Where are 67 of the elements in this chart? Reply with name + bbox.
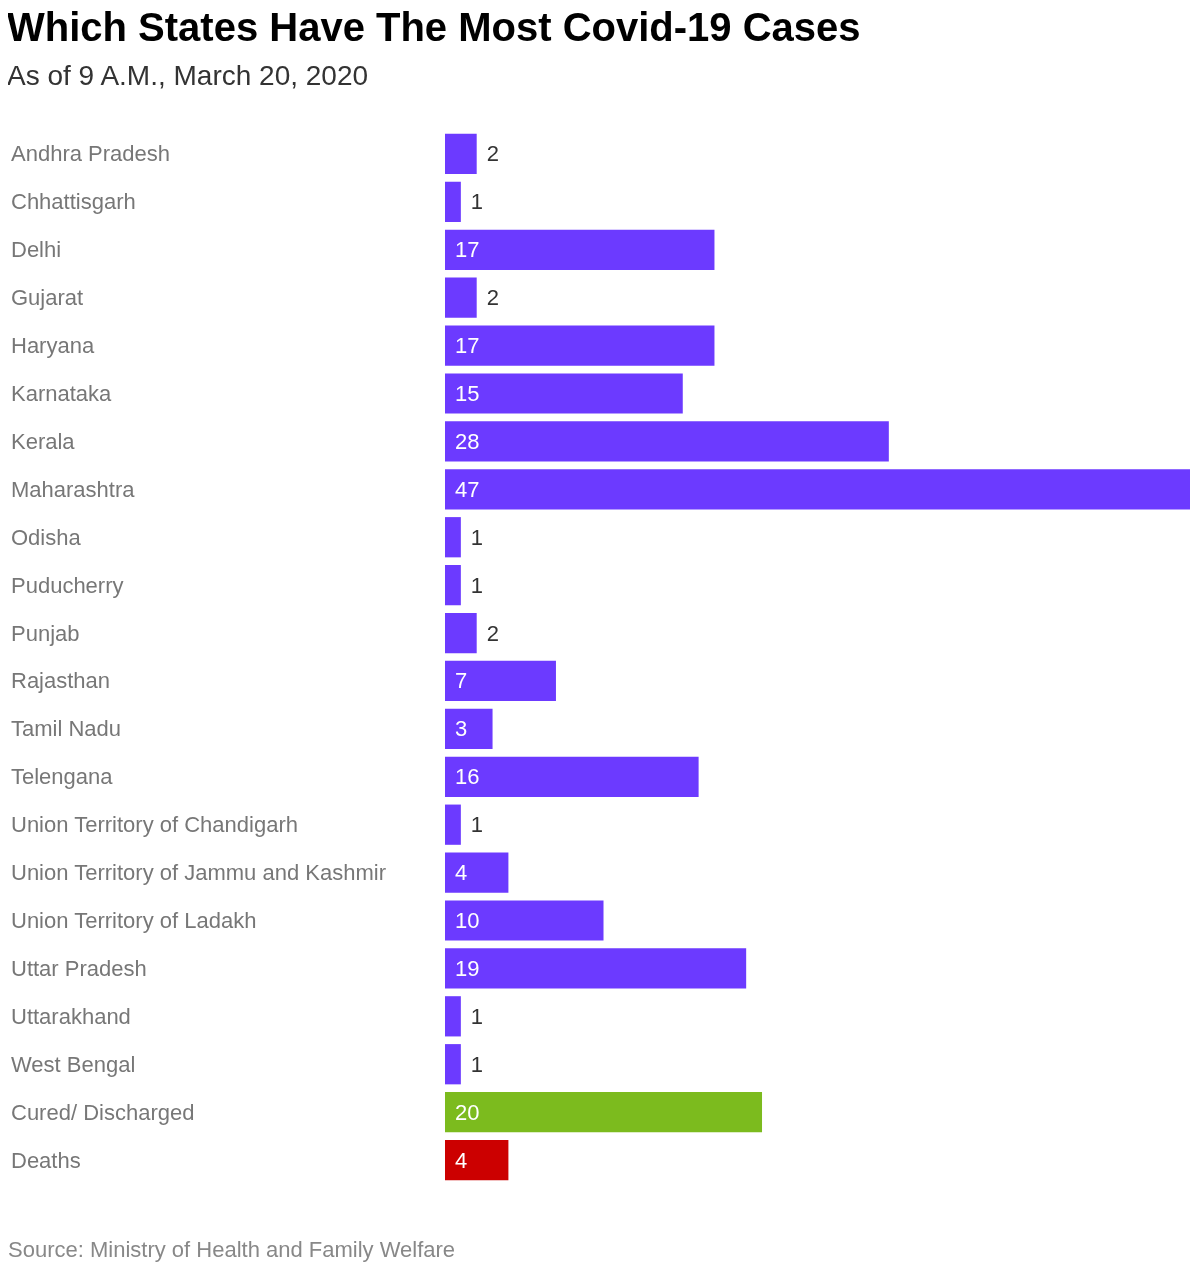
data-label: 2 — [486, 620, 499, 646]
data-label: 2 — [486, 141, 499, 167]
y-tick-label: Rajasthan — [11, 668, 111, 694]
y-tick-label: Deaths — [11, 1147, 81, 1173]
y-tick-label: Andhra Pradesh — [11, 141, 170, 167]
y-tick-label: Delhi — [11, 237, 62, 263]
y-tick-label: Tamil Nadu — [11, 716, 122, 742]
y-tick-label: Gujarat — [11, 285, 84, 311]
data-label: 15 — [455, 381, 480, 406]
data-label: 2 — [486, 285, 499, 311]
y-tick-label: Uttarakhand — [11, 1003, 131, 1029]
data-label: 1 — [470, 189, 484, 215]
data-label: 10 — [455, 908, 480, 933]
data-label: 17 — [455, 237, 480, 263]
y-tick-label: Odisha — [11, 524, 82, 550]
data-label: 4 — [455, 1147, 468, 1173]
bar — [445, 612, 477, 654]
bar — [445, 181, 461, 222]
y-tick-label: Karnataka — [11, 381, 113, 406]
bar — [445, 948, 747, 989]
data-label: 1 — [470, 572, 484, 598]
source-note: Source: Ministry of Health and Family Welfare — [8, 1236, 456, 1262]
bar — [445, 421, 889, 462]
bar — [445, 469, 1190, 510]
data-label: 28 — [455, 428, 480, 454]
y-tick-label: Maharashtra — [11, 476, 136, 502]
data-label: 20 — [455, 1099, 480, 1125]
data-label: 1 — [470, 1051, 484, 1077]
data-label: 7 — [455, 668, 468, 694]
y-tick-label: West Bengal — [11, 1051, 136, 1077]
bar — [445, 325, 715, 366]
bar — [445, 660, 556, 702]
bar — [445, 756, 699, 797]
bar — [445, 133, 477, 175]
y-tick-label: Punjab — [11, 620, 80, 646]
bar — [445, 996, 461, 1037]
y-tick-label: Kerala — [11, 428, 76, 454]
bar — [445, 373, 683, 414]
data-label: 3 — [455, 716, 468, 742]
bar — [445, 1092, 763, 1133]
bar — [445, 708, 493, 749]
y-tick-label: Union Territory of Chandigarh — [11, 812, 298, 838]
data-label: 4 — [455, 860, 468, 886]
bar — [445, 277, 477, 318]
y-tick-label: Telengana — [11, 764, 114, 790]
y-tick-label: Puducherry — [11, 572, 124, 598]
bar — [445, 1139, 509, 1181]
data-label: 47 — [455, 476, 480, 502]
data-label: 1 — [470, 1003, 484, 1029]
y-tick-label: Uttar Pradesh — [11, 955, 147, 981]
data-label: 17 — [455, 333, 480, 359]
bar — [445, 804, 461, 845]
y-tick-label: Chhattisgarh — [11, 189, 136, 215]
bar — [445, 900, 604, 941]
bar — [445, 229, 715, 270]
data-label: 16 — [455, 764, 480, 790]
bar — [445, 852, 509, 893]
y-tick-label: Union Territory of Jammu and Kashmir — [11, 860, 386, 886]
bar — [445, 565, 461, 606]
bar — [445, 1044, 461, 1085]
data-label: 1 — [470, 524, 484, 550]
y-tick-label: Union Territory of Ladakh — [11, 908, 257, 933]
y-tick-label: Cured/ Discharged — [11, 1099, 195, 1125]
bar — [445, 517, 461, 558]
y-tick-label: Haryana — [11, 333, 95, 359]
data-label: 19 — [455, 955, 480, 981]
data-label: 1 — [470, 812, 484, 838]
